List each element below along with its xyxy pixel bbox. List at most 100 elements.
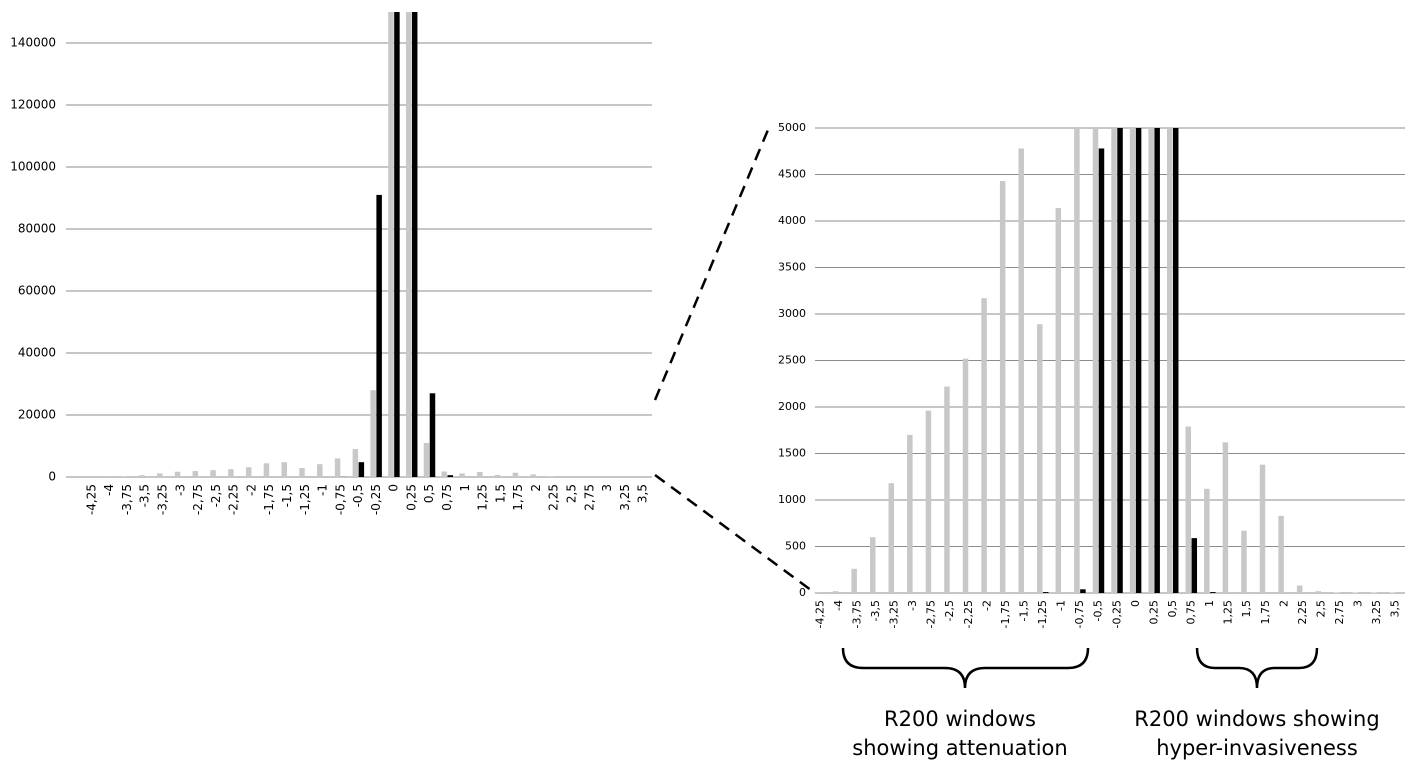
bar	[530, 474, 536, 477]
brace	[1195, 647, 1319, 689]
bar	[1074, 128, 1080, 593]
x-tick-label: -4,25	[813, 600, 826, 628]
y-tick-label: 1000	[778, 493, 806, 506]
annotation: R200 windows showing	[1134, 707, 1379, 731]
x-tick-label: 0,25	[404, 484, 418, 511]
bars	[814, 128, 1396, 594]
bar	[394, 12, 400, 477]
x-tick-label: 2,75	[1333, 600, 1346, 625]
x-tick-label: -1	[1055, 600, 1068, 611]
x-tick-label: 1	[1203, 600, 1216, 607]
x-tick-label: -0,75	[333, 484, 347, 515]
y-tick-label: 4000	[778, 214, 806, 227]
x-tick-label: 3	[1352, 600, 1365, 607]
y-tick-label: 0	[799, 586, 806, 599]
bar	[944, 386, 950, 593]
bar	[1055, 207, 1062, 594]
y-tick-label: 40000	[18, 346, 56, 360]
y-tick-label: 1500	[778, 447, 806, 460]
x-tick-label: 2	[529, 484, 543, 492]
x-tick-label: 0	[387, 484, 401, 492]
bar	[317, 464, 323, 477]
y-tick-label: 2500	[778, 354, 806, 367]
bar	[512, 472, 519, 477]
bar	[281, 462, 287, 477]
x-tick-label: -2	[244, 484, 258, 496]
bar	[370, 390, 376, 477]
x-tick-label: -1,75	[262, 484, 276, 515]
x-tick-label: 2,5	[564, 484, 578, 503]
bar	[851, 568, 857, 593]
x-tick-label: -2,5	[209, 484, 223, 507]
x-tick-label: -3	[906, 600, 919, 611]
bar	[1210, 592, 1216, 593]
x-tick-label: -0,25	[369, 484, 383, 515]
bar	[447, 475, 454, 477]
x-tick-label: 1,75	[511, 484, 525, 511]
bar	[869, 537, 876, 593]
x-tick-label: 3	[600, 484, 614, 492]
bar	[1111, 128, 1117, 593]
x-tick-label: -0,5	[1092, 600, 1105, 621]
bar	[1166, 128, 1173, 593]
x-tick-label: 2,75	[582, 484, 596, 511]
x-tick-label: -2	[980, 600, 993, 611]
bar	[1315, 591, 1321, 593]
y-tick-label: 2000	[778, 400, 806, 413]
bar	[411, 12, 418, 477]
x-tick-label: 0,5	[422, 484, 436, 503]
x-tick-label: 1,25	[1222, 600, 1235, 625]
x-tick-label: -4	[102, 484, 116, 496]
zoom-line	[654, 473, 816, 595]
bar	[1098, 148, 1105, 593]
x-tick-label: -0,5	[351, 484, 365, 507]
bar	[245, 467, 252, 477]
bar	[981, 298, 987, 593]
y-tick-label: 120000	[10, 98, 56, 112]
bar	[1043, 592, 1049, 593]
bar	[1296, 585, 1303, 593]
bars	[85, 12, 643, 477]
y-tick-label: 3500	[778, 261, 806, 274]
zoom-line	[653, 124, 772, 401]
x-tick-label: 1,5	[1240, 600, 1253, 618]
bar	[192, 470, 199, 477]
bar	[352, 449, 359, 477]
y-tick-label: 4500	[778, 168, 806, 181]
bar	[907, 434, 913, 593]
bar	[1278, 515, 1284, 593]
y-tick-label: 60000	[18, 284, 56, 298]
bar	[299, 468, 305, 477]
x-tick-label: -2,25	[227, 484, 241, 515]
x-tick-label: -3,5	[869, 600, 882, 621]
y-tick-label: 0	[48, 470, 56, 484]
x-tick-label: -1,75	[999, 600, 1012, 628]
x-tick-label: -0,75	[1073, 600, 1086, 628]
bar	[157, 473, 163, 477]
bar	[405, 12, 412, 477]
bar	[210, 470, 216, 477]
x-tick-label: -3,75	[120, 484, 134, 515]
x-tick-label: 0	[1129, 600, 1142, 607]
x-tick-label: -2,25	[962, 600, 975, 628]
bar	[1129, 128, 1136, 593]
x-tick-label: 3,5	[1389, 600, 1402, 618]
x-tick-label: 1,75	[1259, 600, 1272, 625]
bar	[1080, 589, 1086, 593]
x-tick-label: -2,5	[943, 600, 956, 621]
x-tick-label: 0,25	[1147, 600, 1160, 625]
x-tick-label: -3,25	[888, 600, 901, 628]
bar	[1018, 148, 1024, 593]
bar	[1135, 128, 1142, 593]
bar	[459, 473, 465, 477]
x-tick-label: 3,5	[636, 484, 650, 503]
bar	[376, 194, 382, 477]
bar	[1222, 442, 1229, 593]
x-tick-label: 1,5	[493, 484, 507, 503]
x-tick-label: -3,5	[138, 484, 152, 507]
x-tick-label: -0,25	[1110, 600, 1123, 628]
bar	[1241, 530, 1247, 593]
x-tick-label: 3,25	[618, 484, 632, 511]
x-tick-label: 0,5	[1166, 600, 1179, 618]
